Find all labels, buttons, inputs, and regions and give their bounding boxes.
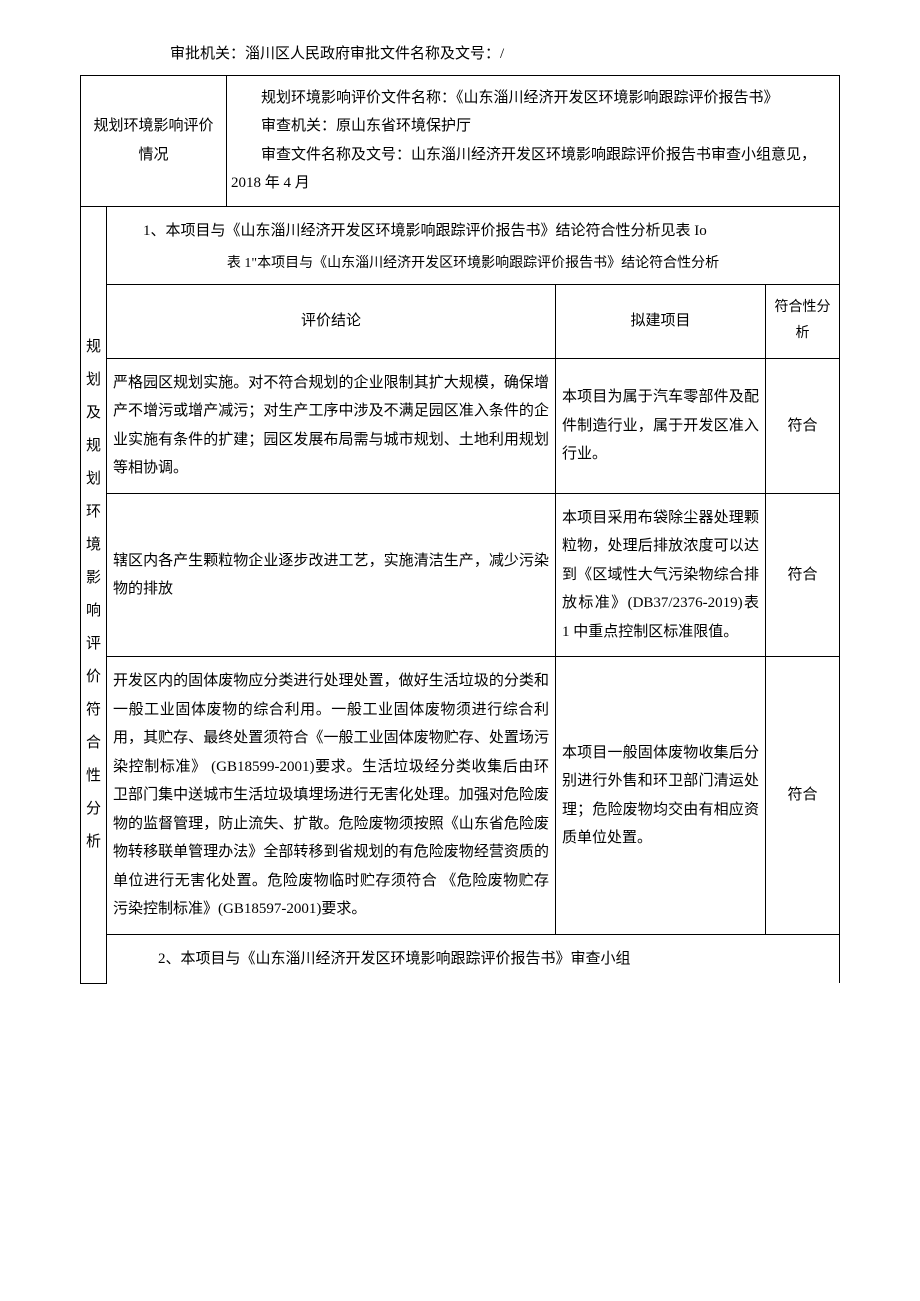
planning-eia-label: 规划环境影响评价情况: [81, 75, 227, 206]
table-row: 严格园区规划实施。对不符合规划的企业限制其扩大规模，确保增产不增污或增产减污；对…: [107, 358, 556, 493]
intro-text: 1、本项目与《山东淄川经济开发区环境影响跟踪评价报告书》结论符合性分析见表 Io: [113, 217, 833, 246]
col-fit-header: 符合性分析: [765, 284, 839, 358]
table-row: 符合: [765, 657, 839, 935]
table-row: 本项目采用布袋除尘器处理颗粒物，处理后排放浓度可以达到《区域性大气污染物综合排放…: [555, 493, 765, 657]
planning-line-1: 规划环境影响评价文件名称：《山东淄川经济开发区环境影响跟踪评价报告书》: [231, 84, 835, 113]
table-row: 辖区内各产生颗粒物企业逐步改进工艺，实施清洁生产，减少污染物的排放: [107, 493, 556, 657]
approval-authority-line: 审批机关：淄川区人民政府审批文件名称及文号：/: [80, 40, 840, 69]
intro-cell: 1、本项目与《山东淄川经济开发区环境影响跟踪评价报告书》结论符合性分析见表 Io…: [107, 206, 840, 284]
planning-eia-body: 规划环境影响评价文件名称：《山东淄川经济开发区环境影响跟踪评价报告书》 审查机关…: [227, 75, 840, 206]
table-row: 开发区内的固体废物应分类进行处理处置，做好生活垃圾的分类和一般工业固体废物的综合…: [107, 657, 556, 935]
col-eval-header: 评价结论: [107, 284, 556, 358]
col-proj-header: 拟建项目: [555, 284, 765, 358]
planning-line-2: 审查机关：原山东省环境保护厅: [231, 112, 835, 141]
main-table: 规划环境影响评价情况 规划环境影响评价文件名称：《山东淄川经济开发区环境影响跟踪…: [80, 75, 840, 984]
footer-text: 2、本项目与《山东淄川经济开发区环境影响跟踪评价报告书》审查小组: [107, 934, 840, 983]
table-row: 本项目一般固体废物收集后分别进行外售和环卫部门清运处理；危险废物均交由有相应资质…: [555, 657, 765, 935]
table-row: 符合: [765, 358, 839, 493]
planning-line-3: 审查文件名称及文号：山东淄川经济开发区环境影响跟踪评价报告书审查小组意见，201…: [231, 141, 835, 198]
table-row: 本项目为属于汽车零部件及配件制造行业，属于开发区准入行业。: [555, 358, 765, 493]
table-caption: 表 1"本项目与《山东淄川经济开发区环境影响跟踪评价报告书》结论符合性分析: [113, 251, 833, 278]
side-label: 规划及规划环境影响评价符合性分析: [81, 206, 107, 983]
table-row: 符合: [765, 493, 839, 657]
